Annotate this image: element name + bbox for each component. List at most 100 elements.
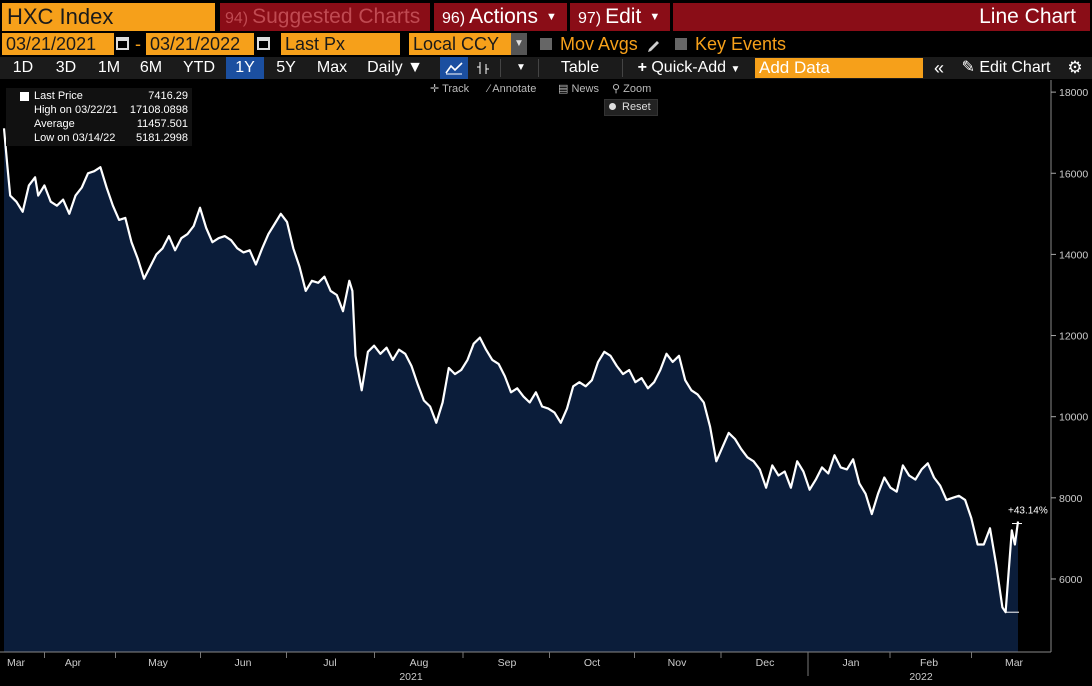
bar-chart-icon[interactable] [472,57,494,79]
legend-name: High on 03/22/21 [34,104,118,116]
suggested-charts-button[interactable]: 94) Suggested Charts [220,3,430,31]
legend-name: Last Price [34,90,83,102]
key-events-checkbox[interactable] [675,38,687,50]
chart-legend: Last Price 7416.29 High on 03/22/21 1710… [6,88,192,146]
add-data-input[interactable]: Add Data [755,58,923,78]
toolbar: 1D 3D 1M 6M YTD 1Y 5Y Max Daily ▼ ▼ Tabl… [0,57,1092,79]
x-month-label: Jul [323,657,336,669]
crosshair-icon: ✛ [430,83,440,95]
y-tick-label: 16000 [1059,168,1088,180]
reset-icon [609,103,616,110]
x-month-label: Mar [7,657,26,669]
edit-label: Edit [605,5,642,28]
edit-menu[interactable]: 97) Edit ▼ [570,3,670,31]
reset-button[interactable]: Reset [604,99,658,116]
line-chart-icon[interactable] [440,57,468,79]
pencil-icon[interactable] [646,36,662,52]
currency-selector[interactable]: Local CCY [409,33,511,55]
y-tick-label: 8000 [1059,493,1083,505]
mov-avgs-label[interactable]: Mov Avgs [560,34,638,54]
zoom-tool[interactable]: ⚲ Zoom [612,81,651,97]
reset-label: Reset [622,101,651,113]
range-5y-button[interactable]: 5Y [276,59,296,76]
range-6m-button[interactable]: 6M [139,59,163,76]
title-bar: HXC Index 94) Suggested Charts 96) Actions… [0,0,1092,32]
frequency-label: Daily [367,59,403,76]
annotate-tool[interactable]: ∕ Annotate [488,81,536,97]
gear-icon[interactable]: ⚙ [1067,58,1083,77]
legend-row: Low on 03/14/22 5181.2998 [6,131,192,145]
quick-add-label: Quick-Add [651,59,727,76]
chevron-down-icon: ▼ [649,11,661,24]
chart-type-title: Line Chart [673,3,1090,31]
news-icon: ▤ [558,83,569,95]
frequency-dropdown[interactable]: Daily ▼ [360,57,430,79]
field-selector[interactable]: Last Px [281,33,400,55]
x-month-label: Jan [843,657,860,669]
annotate-label: Annotate [492,83,537,95]
x-year-label: 2022 [909,671,933,683]
change-label: +43.14% [1008,506,1048,517]
range-max-button[interactable]: Max [316,59,348,76]
pencil-icon: ✎ [961,59,975,76]
x-month-label: Jun [235,657,252,669]
line-chart[interactable]: +43.14% 6000 8000 10000 12000 14000 16000 18000… [0,80,1092,686]
area-fill [4,128,1018,653]
magnifier-icon: ⚲ [612,83,621,95]
y-tick-label: 10000 [1059,412,1088,424]
x-year-label: 2021 [399,671,423,683]
series-line [2,128,1020,614]
mov-avgs-checkbox[interactable] [540,38,552,50]
legend-row: Last Price 7416.29 [6,89,192,103]
calendar-icon[interactable] [257,37,270,50]
y-tick-label: 18000 [1059,87,1088,99]
start-date-field[interactable]: 03/21/2021 [2,33,114,55]
key-events-label[interactable]: Key Events [695,34,787,54]
y-tick-label: 6000 [1059,574,1083,586]
chevron-down-icon[interactable]: ▼ [511,33,527,55]
date-separator: - [135,34,141,54]
x-month-label: Apr [65,657,82,669]
x-month-label: Oct [584,657,600,669]
series-swatch [20,92,29,101]
track-tool[interactable]: ✛ Track [430,81,469,97]
range-1y-button[interactable]: 1Y [226,57,264,79]
zoom-label: Zoom [623,83,652,95]
range-ytd-button[interactable]: YTD [183,59,215,76]
pencil-icon: ∕ [488,83,490,95]
range-1d-button[interactable]: 1D [12,59,34,76]
actions-menu[interactable]: 96) Actions ▼ [434,3,567,31]
track-label: Track [442,83,470,95]
x-month-label: Sep [498,657,517,669]
actions-label: Actions [469,5,538,28]
edit-chart-label: Edit Chart [979,59,1051,76]
x-month-label: Feb [920,657,938,669]
ticker-field[interactable]: HXC Index [2,3,215,31]
chevron-down-icon: ▼ [730,64,741,75]
actions-number: 96) [442,10,466,27]
suggested-label: Suggested Charts [252,5,421,28]
legend-value: 7416.29 [148,90,188,102]
chevron-down-icon: ▼ [407,59,423,76]
x-month-label: Mar [1005,657,1024,669]
legend-name: Low on 03/14/22 [34,132,116,144]
legend-value: 17108.0898 [129,104,188,116]
chevron-down-icon[interactable]: ▼ [516,62,526,73]
legend-value: 5181.2998 [136,132,188,144]
controls-bar: 03/21/2021 - 03/21/2022 Last Px Local CC… [0,33,1092,55]
legend-row: High on 03/22/21 17108.0898 [6,103,192,117]
calendar-icon[interactable] [116,37,129,50]
legend-row: Average 11457.501 [6,117,192,131]
quick-add-button[interactable]: + Quick-Add ▼ [630,57,748,79]
edit-chart-button[interactable]: ✎ Edit Chart [954,57,1058,79]
news-tool[interactable]: ▤ News [558,81,599,97]
collapse-icon[interactable]: « [933,58,944,78]
range-3d-button[interactable]: 3D [55,59,77,76]
suggested-number: 94) [225,10,249,27]
end-date-field[interactable]: 03/21/2022 [146,33,254,55]
chevron-down-icon: ▼ [546,11,557,24]
x-month-label: Aug [410,657,429,669]
table-button[interactable]: Table [560,59,600,76]
range-1m-button[interactable]: 1M [97,59,121,76]
edit-number: 97) [578,10,602,27]
